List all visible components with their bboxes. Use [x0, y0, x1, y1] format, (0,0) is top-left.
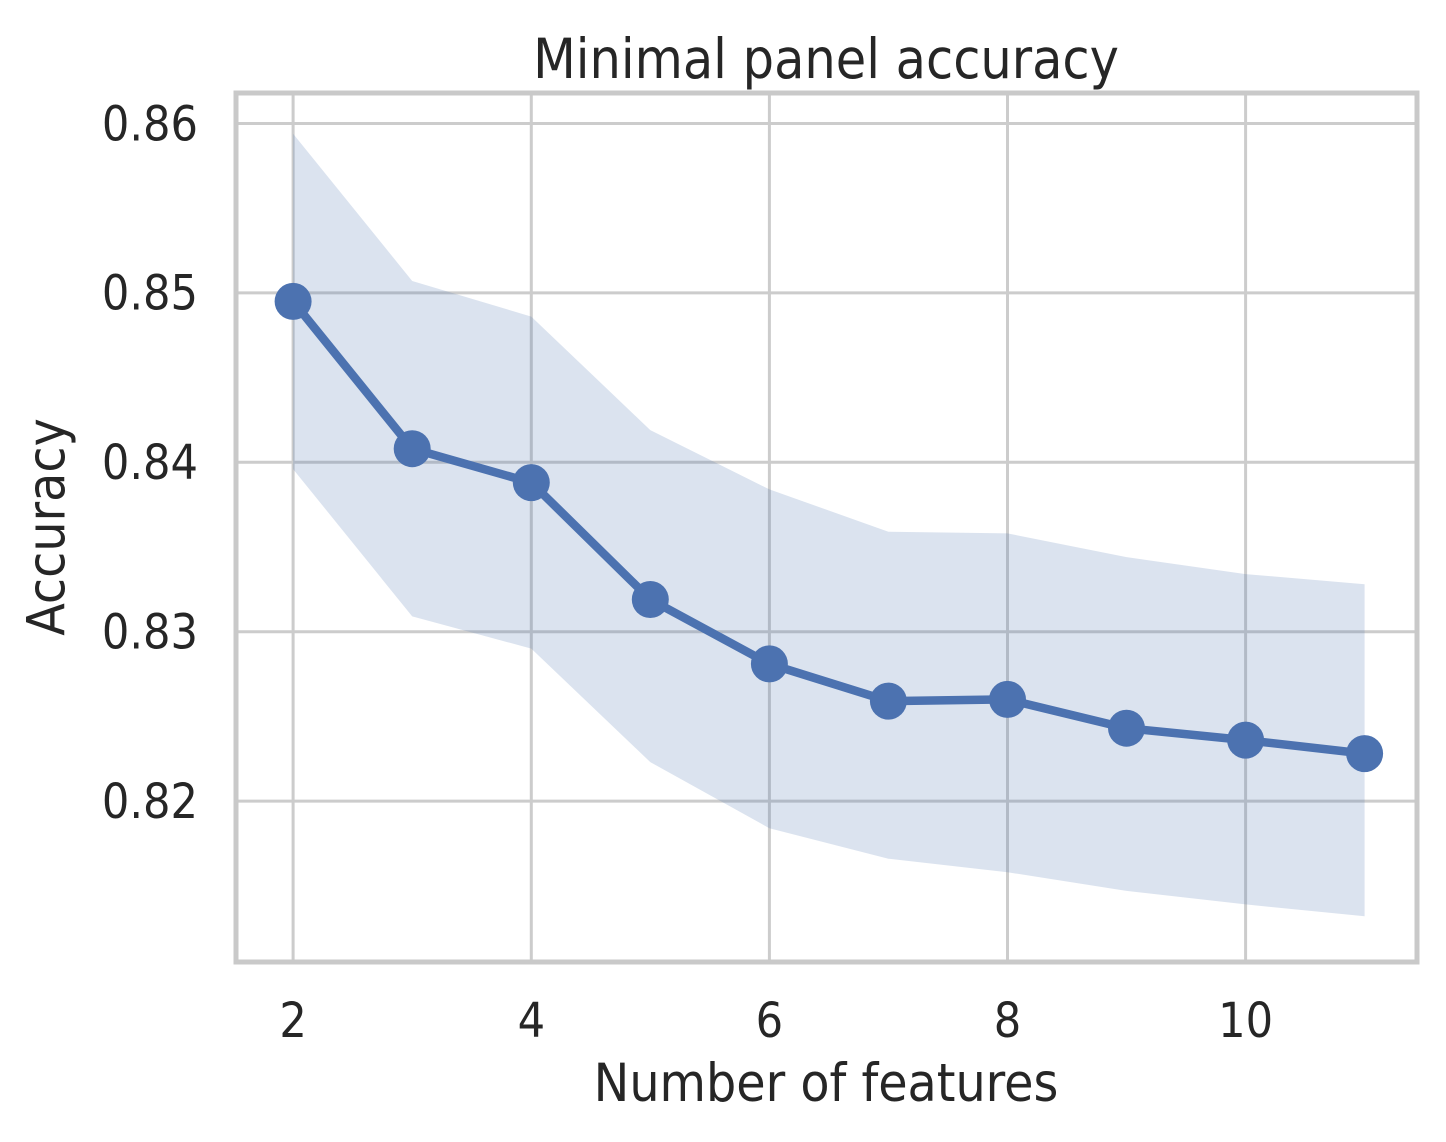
x-tick-label: 8: [994, 993, 1021, 1049]
y-tick-label: 0.85: [102, 266, 198, 322]
data-point-marker: [393, 430, 431, 468]
data-point-marker: [1346, 735, 1384, 773]
x-tick-label: 2: [279, 993, 306, 1049]
grid-layer: [236, 93, 1417, 962]
y-tick-label: 0.86: [102, 96, 198, 152]
data-point-marker: [869, 682, 907, 720]
y-tick-label: 0.83: [102, 605, 198, 661]
data-point-marker: [631, 581, 669, 618]
y-axis-label: Accuracy: [17, 418, 78, 636]
data-point-marker: [1108, 709, 1145, 747]
y-tick-label: 0.84: [102, 435, 198, 491]
accuracy-line: [288, 297, 1369, 758]
series-layer: [274, 282, 1384, 773]
data-point-marker: [1227, 721, 1265, 759]
data-point-marker: [989, 680, 1026, 718]
data-point-marker: [274, 282, 312, 320]
y-tick-label: 0.82: [102, 774, 198, 830]
confidence-band: [293, 133, 1365, 917]
x-axis-label: Number of features: [594, 1053, 1059, 1114]
tick-label-layer: 2 4 6 8 10 0.82 0.83 0.84 0.85 0.86: [102, 96, 1273, 1049]
chart-title: Minimal panel accuracy: [533, 27, 1119, 91]
x-tick-label: 10: [1218, 993, 1273, 1049]
confidence-band-layer: [293, 133, 1365, 917]
data-point-marker: [512, 464, 550, 502]
data-point-marker: [750, 645, 788, 683]
x-tick-label: 4: [518, 993, 545, 1049]
plot-border: [233, 90, 1420, 965]
x-tick-label: 6: [756, 993, 783, 1049]
